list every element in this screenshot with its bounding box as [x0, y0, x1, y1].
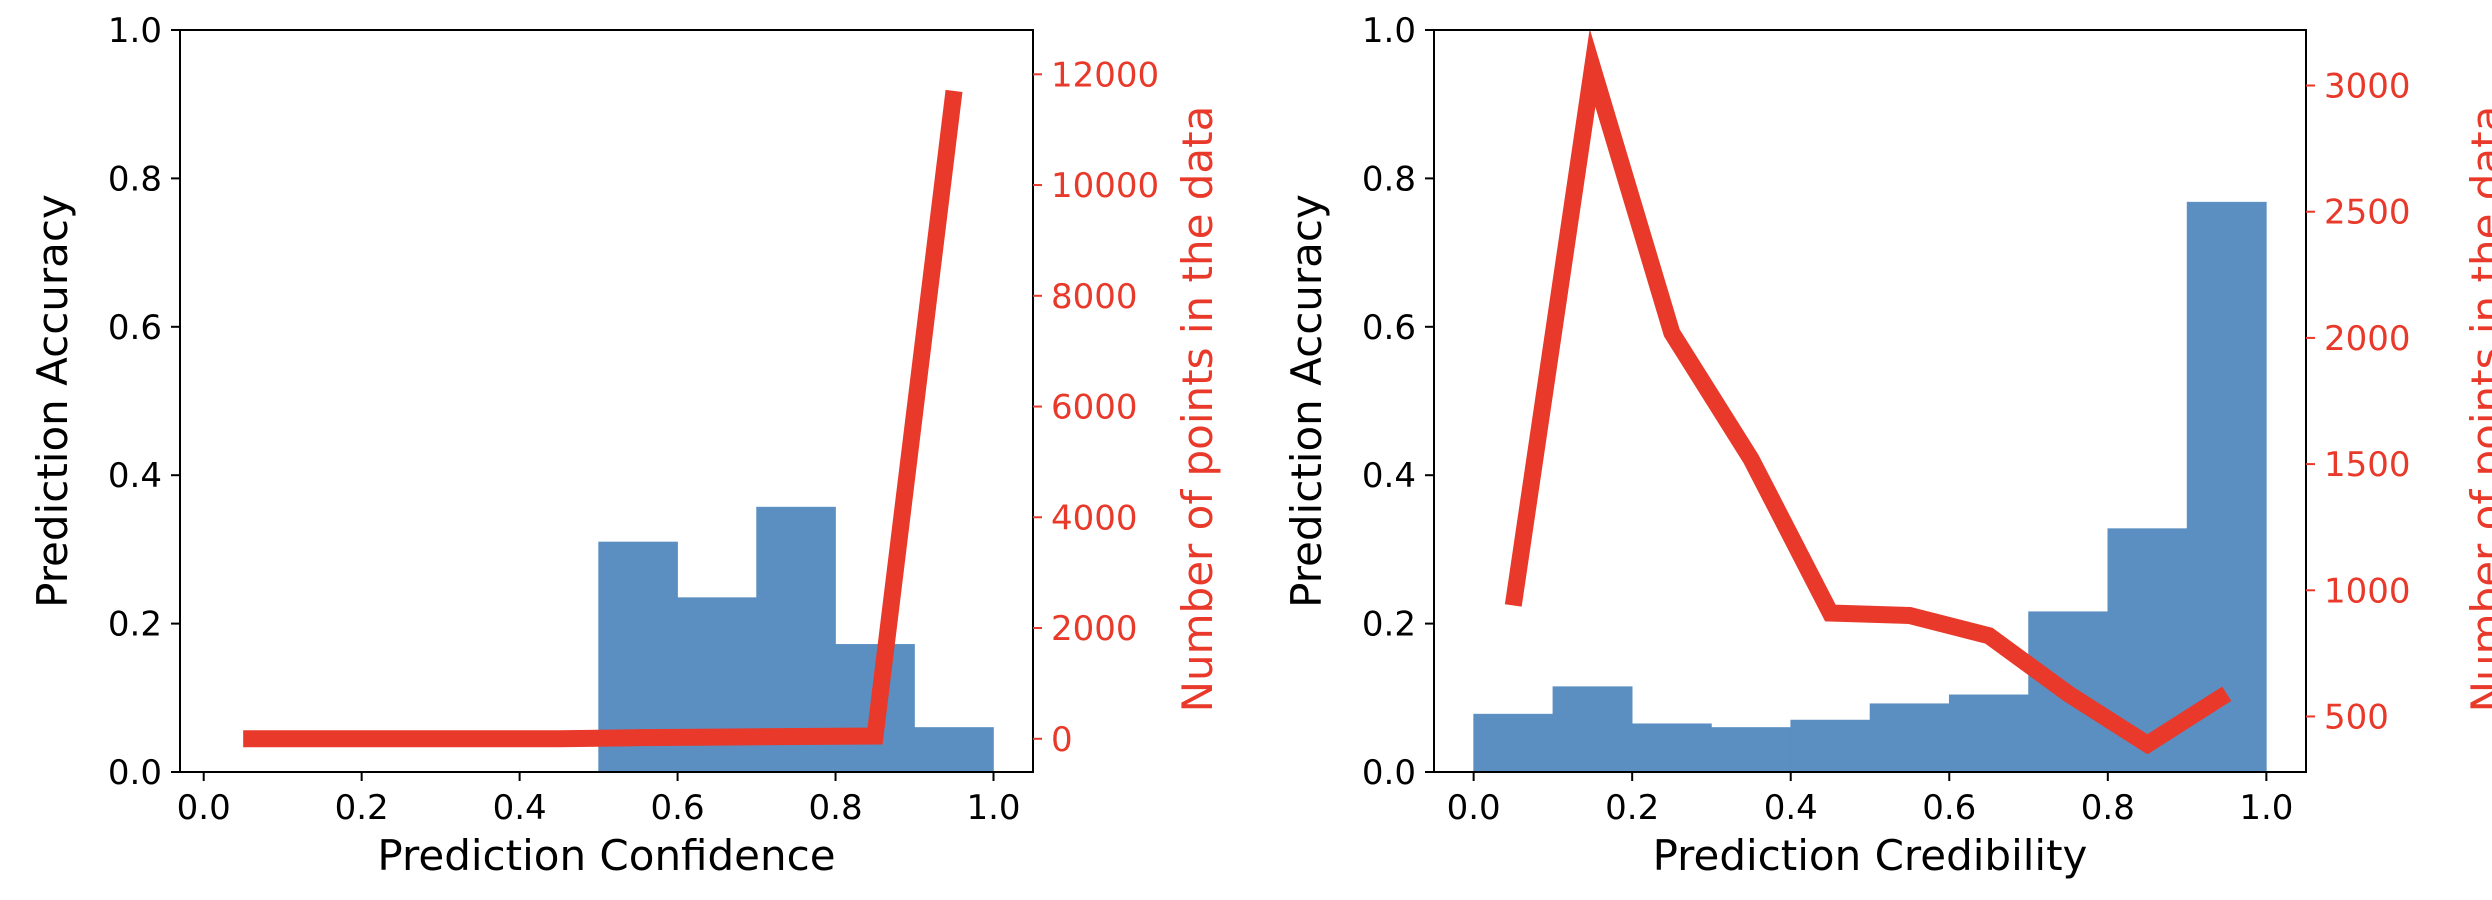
x-tick-label: 0.6: [1922, 788, 1976, 828]
y-right-axis-label: Number of points in the data: [1173, 106, 1222, 713]
y-tick-label: 0.4: [1362, 456, 1416, 496]
y-tick-label: 0.8: [108, 159, 162, 199]
y-right-tick-label: 10000: [1051, 166, 1159, 206]
bar-3: [1631, 723, 1712, 773]
y-right-tick-label: 8000: [1051, 277, 1138, 317]
plot-frame: [1433, 29, 2307, 773]
y-right-tick-label: 0: [1051, 720, 1073, 760]
bar-4: [1711, 727, 1792, 773]
x-tick-label: 1.0: [966, 788, 1020, 828]
x-tick-label: 0.0: [177, 788, 231, 828]
x-tick-label: 0.6: [651, 788, 705, 828]
y-right-tick-label: 2000: [1051, 609, 1138, 649]
bar-1: [1473, 713, 1554, 773]
y-right-tick-label: 1000: [2324, 571, 2411, 611]
y-tick-label: 0.8: [1362, 159, 1416, 199]
chart-panel-2: 0.0 0.2 0.4 0.6 0.8 1.0 0.0 0.2 0.4 0.6 0.8 1.0 500 1…: [1282, 11, 2492, 880]
bar-5: [1790, 719, 1871, 773]
y-tick-label: 0.6: [1362, 308, 1416, 348]
x-tick-label: 0.4: [493, 788, 547, 828]
y-tick-label: 1.0: [108, 11, 162, 51]
x-axis-label: Prediction Credibility: [1653, 831, 2088, 880]
x-tick-label: 0.2: [1605, 788, 1659, 828]
x-tick-label: 0.0: [1447, 788, 1501, 828]
bar-2: [677, 597, 757, 773]
y-right-tick-label: 500: [2324, 697, 2389, 737]
x-tick-label: 1.0: [2239, 788, 2293, 828]
bar-2: [1552, 686, 1633, 773]
x-tick-label: 0.2: [335, 788, 389, 828]
bar-7: [1948, 694, 2029, 773]
chart-panel-1: 0.0 0.2 0.4 0.6 0.8 1.0 0.0 0.2 0.4 0.6 0.8 1.0 0 200…: [28, 11, 1222, 880]
y-tick-label: 0.2: [1362, 605, 1416, 645]
x-axis-label: Prediction Confidence: [377, 831, 835, 880]
y-tick-label: 0.0: [108, 753, 162, 793]
x-tick-label: 0.4: [1764, 788, 1818, 828]
y-right-tick-label: 4000: [1051, 498, 1138, 538]
y-right-axis-label: Number of points in the data: [2462, 106, 2492, 713]
bar-5: [914, 727, 994, 773]
y-right-tick-label: 1500: [2324, 445, 2411, 485]
bar-6: [1869, 703, 1950, 773]
bar-10: [2186, 201, 2267, 773]
y-tick-label: 0.6: [108, 308, 162, 348]
y-right-tick-label: 2000: [2324, 319, 2411, 359]
y-right-tick-label: 3000: [2324, 67, 2411, 107]
plot-frame: [179, 29, 1034, 773]
y-right-tick-label: 6000: [1051, 388, 1138, 428]
y-axis-label: Prediction Accuracy: [28, 194, 77, 608]
count-line: [1504, 28, 2232, 755]
y-right-tick-label: 2500: [2324, 193, 2411, 233]
x-tick-label: 0.8: [809, 788, 863, 828]
y-axis-label: Prediction Accuracy: [1282, 194, 1331, 608]
count-line: [243, 89, 963, 748]
y-right-tick-label: 12000: [1051, 55, 1159, 95]
y-tick-label: 0.0: [1362, 753, 1416, 793]
x-tick-label: 0.8: [2081, 788, 2135, 828]
y-tick-label: 1.0: [1362, 11, 1416, 51]
y-tick-label: 0.4: [108, 456, 162, 496]
y-tick-label: 0.2: [108, 605, 162, 645]
bar-3: [756, 506, 836, 773]
